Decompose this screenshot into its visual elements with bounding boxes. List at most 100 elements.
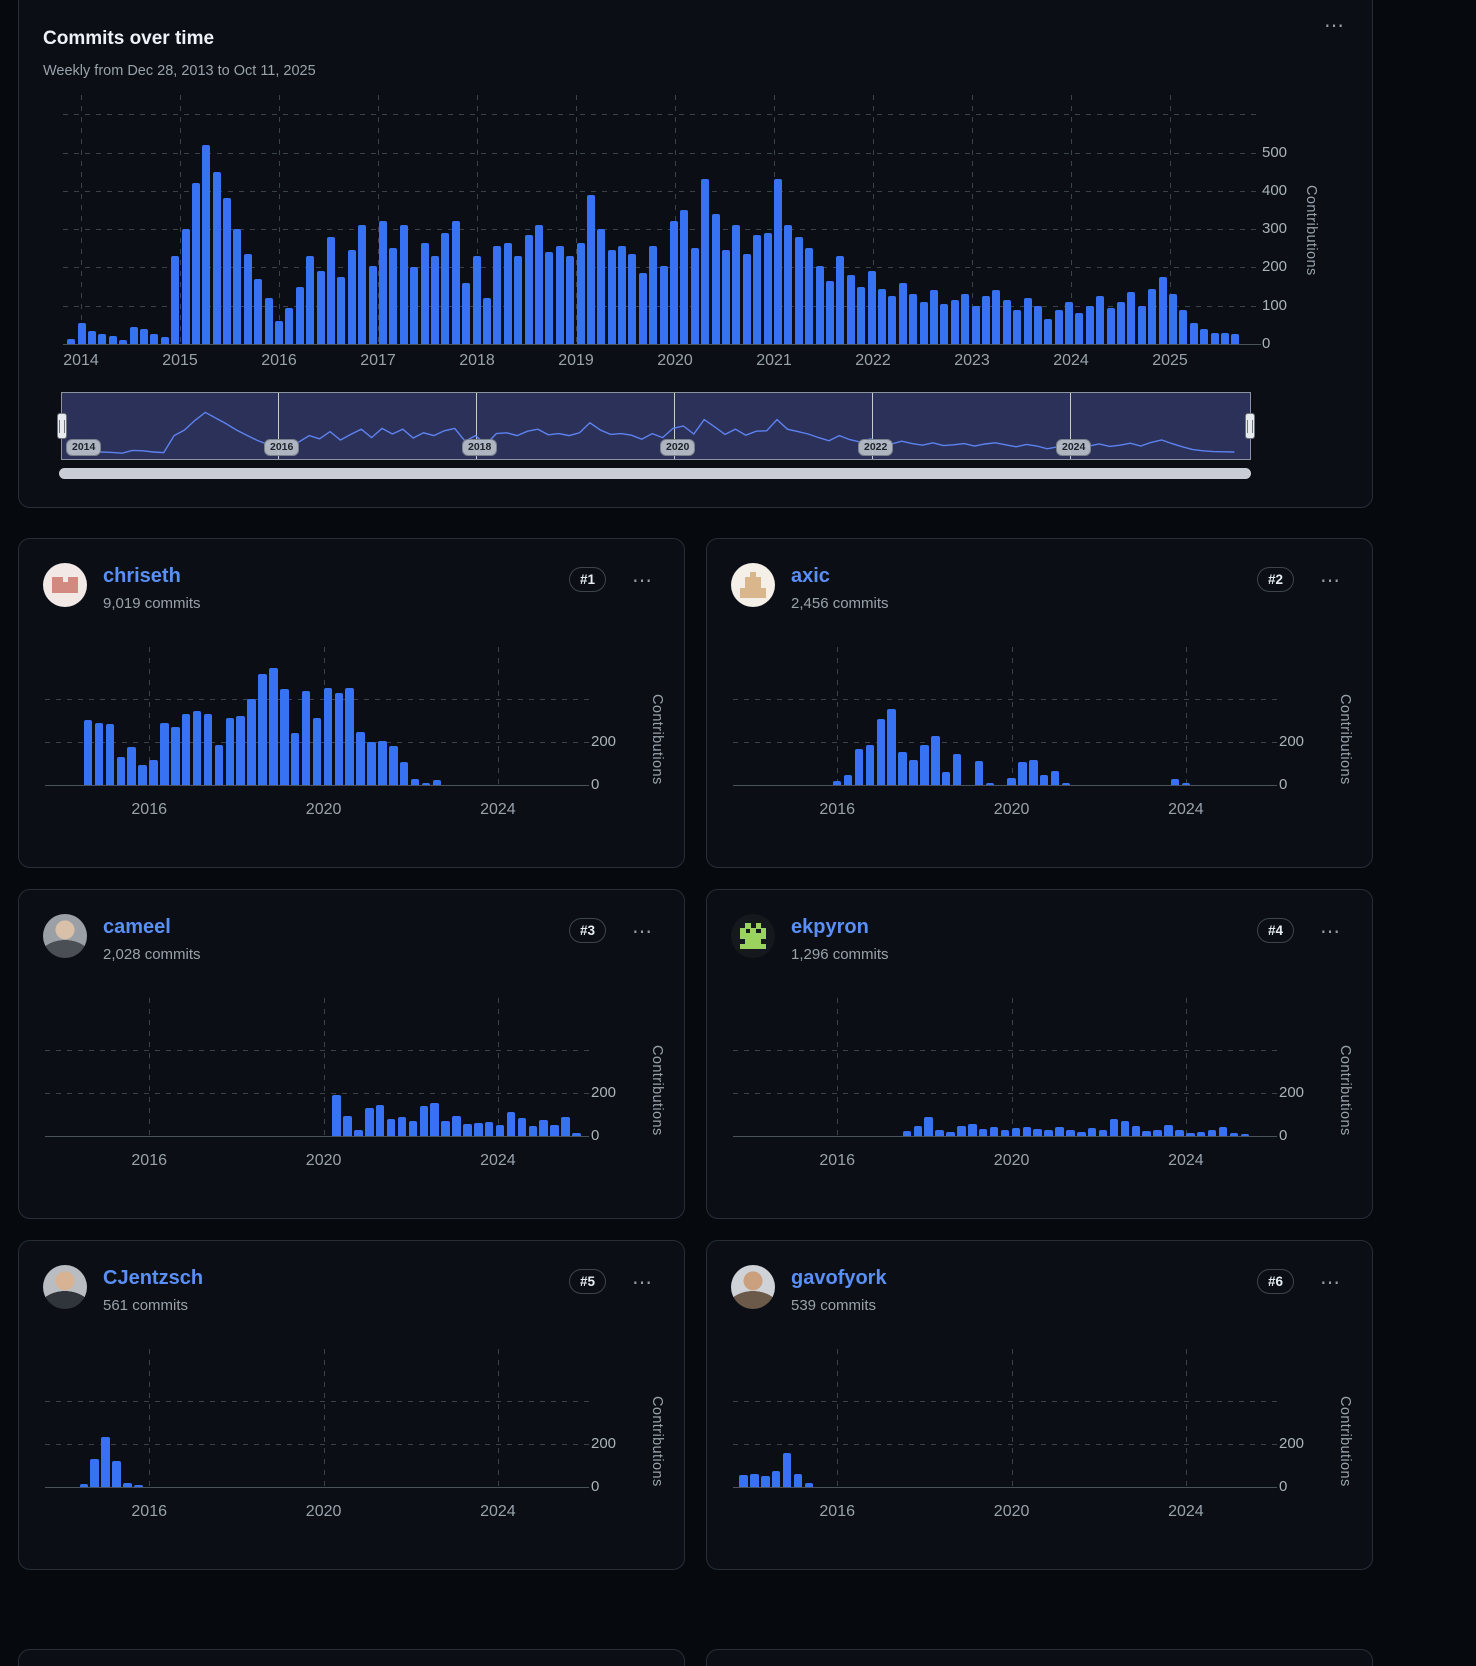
bar[interactable] xyxy=(572,1133,581,1136)
avatar[interactable] xyxy=(731,914,775,958)
bar[interactable] xyxy=(119,340,128,344)
bar[interactable] xyxy=(123,1483,132,1487)
bar[interactable] xyxy=(836,255,845,344)
bar[interactable] xyxy=(410,267,419,344)
bar[interactable] xyxy=(670,221,678,344)
bar[interactable] xyxy=(105,724,115,785)
bar[interactable] xyxy=(528,1126,538,1136)
bar[interactable] xyxy=(94,722,104,785)
contributor-name-link[interactable]: gavofyork xyxy=(791,1267,887,1289)
avatar[interactable] xyxy=(43,1265,87,1309)
bar[interactable] xyxy=(1153,1129,1162,1136)
bar[interactable] xyxy=(1137,305,1146,344)
bar[interactable] xyxy=(1087,1128,1097,1136)
bar[interactable] xyxy=(343,1115,352,1136)
kebab-menu-icon[interactable]: ⋯ xyxy=(1314,569,1346,593)
bar[interactable] xyxy=(379,221,387,344)
bar[interactable] xyxy=(909,294,918,344)
bar[interactable] xyxy=(739,1475,748,1487)
bar[interactable] xyxy=(367,742,376,785)
bar[interactable] xyxy=(285,307,294,344)
bar[interactable] xyxy=(484,1121,494,1136)
bar[interactable] xyxy=(1200,328,1209,344)
bar[interactable] xyxy=(919,301,928,344)
bar[interactable] xyxy=(711,213,720,344)
bar[interactable] xyxy=(774,179,782,344)
bar[interactable] xyxy=(1055,1126,1064,1136)
bar[interactable] xyxy=(397,1117,407,1136)
bar[interactable] xyxy=(316,271,325,344)
bar[interactable] xyxy=(1181,783,1191,785)
bar[interactable] xyxy=(375,1104,385,1136)
bar[interactable] xyxy=(1018,761,1027,785)
bar[interactable] xyxy=(171,727,180,785)
bar[interactable] xyxy=(138,765,147,785)
bar[interactable] xyxy=(1044,319,1053,344)
bar[interactable] xyxy=(472,255,481,344)
contributor-name-link[interactable]: axic xyxy=(791,565,830,587)
bar[interactable] xyxy=(794,236,803,344)
bar[interactable] xyxy=(233,229,242,344)
bar[interactable] xyxy=(909,760,918,785)
bar[interactable] xyxy=(247,698,256,786)
bar[interactable] xyxy=(950,299,959,344)
bar[interactable] xyxy=(386,1119,396,1136)
bar[interactable] xyxy=(1142,1130,1151,1136)
bar[interactable] xyxy=(214,745,224,785)
bar[interactable] xyxy=(399,762,409,785)
bar[interactable] xyxy=(742,254,751,344)
bar[interactable] xyxy=(659,265,668,344)
bar[interactable] xyxy=(149,760,158,785)
bar[interactable] xyxy=(160,337,169,344)
bar[interactable] xyxy=(902,1130,912,1136)
bar[interactable] xyxy=(1054,309,1063,344)
bar[interactable] xyxy=(191,183,200,344)
bar[interactable] xyxy=(1022,1127,1032,1136)
bar[interactable] xyxy=(832,781,842,785)
bar[interactable] xyxy=(408,1120,418,1136)
bar[interactable] xyxy=(898,752,907,785)
bar[interactable] xyxy=(971,305,980,344)
bar[interactable] xyxy=(1207,1130,1217,1136)
contributor-name-link[interactable]: chriseth xyxy=(103,565,181,587)
bar[interactable] xyxy=(254,278,263,344)
bar[interactable] xyxy=(793,1474,803,1487)
bar[interactable] xyxy=(421,783,431,785)
bar[interactable] xyxy=(116,757,126,785)
bar[interactable] xyxy=(550,1124,559,1136)
bar[interactable] xyxy=(1229,1132,1239,1137)
bar[interactable] xyxy=(978,1128,988,1136)
bar[interactable] xyxy=(1231,334,1240,344)
bar[interactable] xyxy=(750,1473,759,1487)
bar[interactable] xyxy=(1179,309,1188,344)
bar[interactable] xyxy=(865,744,875,785)
bar[interactable] xyxy=(1085,305,1094,344)
bar[interactable] xyxy=(1164,1125,1173,1136)
bar[interactable] xyxy=(940,303,949,344)
bar[interactable] xyxy=(843,774,853,786)
bar[interactable] xyxy=(618,246,627,344)
bar[interactable] xyxy=(1221,333,1229,344)
bar[interactable] xyxy=(77,322,86,344)
bar[interactable] xyxy=(98,334,107,344)
bar[interactable] xyxy=(90,1459,99,1487)
bar[interactable] xyxy=(430,255,439,344)
contributor-name-link[interactable]: cameel xyxy=(103,916,171,938)
bar[interactable] xyxy=(79,1484,89,1487)
bar[interactable] xyxy=(108,336,117,344)
bar[interactable] xyxy=(888,296,897,344)
bar[interactable] xyxy=(290,733,300,786)
bar[interactable] xyxy=(1131,1126,1141,1136)
bar[interactable] xyxy=(566,255,575,344)
bar[interactable] xyxy=(1029,760,1038,785)
bar[interactable] xyxy=(323,687,333,785)
bar[interactable] xyxy=(586,194,595,344)
bar[interactable] xyxy=(628,254,637,344)
bar[interactable] xyxy=(576,242,585,344)
bar[interactable] xyxy=(389,248,398,344)
bar[interactable] xyxy=(981,296,990,344)
bar[interactable] xyxy=(545,252,554,344)
bar[interactable] xyxy=(857,286,866,344)
bar[interactable] xyxy=(419,1105,429,1136)
bar[interactable] xyxy=(236,716,245,785)
